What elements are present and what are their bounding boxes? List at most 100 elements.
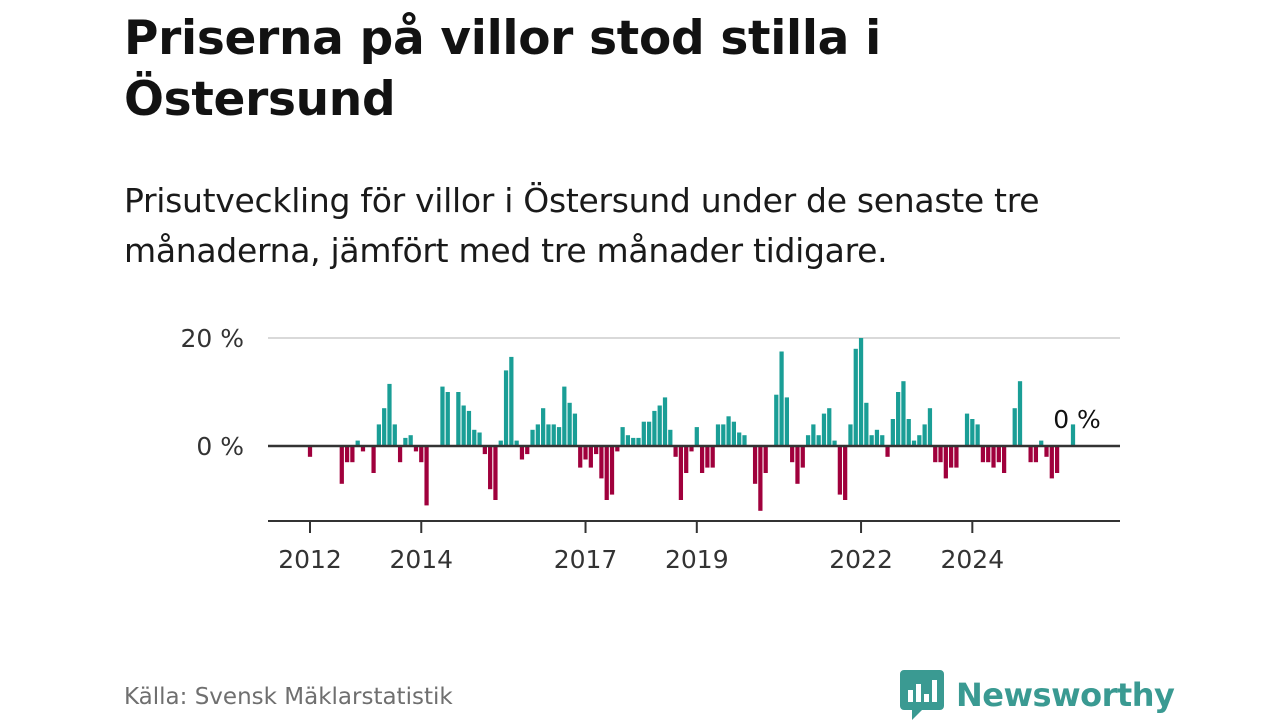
chart-subtitle: Prisutveckling för villor i Östersund un… xyxy=(124,181,1040,270)
bar xyxy=(440,386,445,446)
bar xyxy=(339,446,344,484)
bar xyxy=(503,370,509,446)
bar xyxy=(758,446,763,511)
bar xyxy=(1039,440,1044,446)
bar xyxy=(954,446,959,468)
bar xyxy=(710,446,715,468)
bar xyxy=(641,421,646,446)
bar xyxy=(790,446,795,463)
bar xyxy=(546,424,551,446)
x-tick-label: 2022 xyxy=(829,545,893,574)
bar xyxy=(811,424,816,446)
bar xyxy=(413,446,419,452)
bar xyxy=(1033,446,1039,463)
bar xyxy=(355,440,360,446)
bar xyxy=(901,381,906,446)
bar xyxy=(689,446,694,452)
bar xyxy=(980,446,986,463)
bar xyxy=(970,419,975,446)
bar xyxy=(594,446,599,455)
bar xyxy=(599,446,604,479)
bar xyxy=(816,435,821,446)
bar xyxy=(1002,446,1007,473)
bar xyxy=(731,421,737,446)
bar xyxy=(837,446,842,495)
bar xyxy=(657,405,662,446)
bar xyxy=(382,408,387,446)
bar xyxy=(668,429,673,446)
bar xyxy=(604,446,609,500)
bar xyxy=(397,446,403,463)
bar xyxy=(1012,408,1017,446)
bar xyxy=(784,397,789,446)
bar xyxy=(774,394,779,446)
bar xyxy=(541,408,546,446)
bar xyxy=(673,446,678,457)
bar xyxy=(376,424,381,446)
bar xyxy=(477,432,482,446)
bar xyxy=(403,437,408,446)
bar xyxy=(514,440,519,446)
bar xyxy=(880,435,885,446)
latest-value-label: 0 % xyxy=(1053,405,1101,434)
bar xyxy=(625,435,631,446)
bar xyxy=(498,440,503,446)
brand-logo: Newsworthy xyxy=(900,670,1175,720)
bar xyxy=(874,429,880,446)
bar xyxy=(927,408,933,446)
bar xyxy=(615,446,620,452)
bar xyxy=(933,446,938,463)
bar xyxy=(684,446,689,473)
bar xyxy=(482,446,487,455)
bar xyxy=(472,429,477,446)
bar xyxy=(917,435,922,446)
bar xyxy=(620,427,625,446)
bar xyxy=(996,446,1001,463)
bar xyxy=(964,413,970,446)
bar xyxy=(896,392,901,446)
x-tick-label: 2012 xyxy=(278,545,342,574)
bar xyxy=(424,446,429,506)
bar xyxy=(307,446,313,457)
bar xyxy=(1049,446,1054,479)
bar xyxy=(763,446,768,473)
bar xyxy=(843,446,848,500)
bar xyxy=(578,446,583,468)
bar xyxy=(466,410,472,446)
bar xyxy=(694,427,699,446)
bar xyxy=(678,446,684,500)
bar xyxy=(1054,446,1060,473)
bar xyxy=(721,424,726,446)
bar xyxy=(360,446,366,452)
x-axis-ticks: 2012 2014 2017 2019 2022 2024 xyxy=(278,521,1004,574)
bar xyxy=(853,348,858,446)
bar xyxy=(779,351,784,446)
bar xyxy=(445,392,450,446)
bar xyxy=(525,446,530,455)
bar xyxy=(742,435,747,446)
bar xyxy=(392,424,397,446)
bar xyxy=(858,338,864,446)
bar xyxy=(631,437,636,446)
bar xyxy=(737,432,742,446)
bar xyxy=(1070,424,1076,446)
x-tick-label: 2024 xyxy=(941,545,1005,574)
x-tick-label: 2017 xyxy=(554,545,618,574)
newsworthy-icon xyxy=(900,670,944,720)
y-tick-label: 20 % xyxy=(180,324,244,353)
bar xyxy=(408,435,413,446)
bar xyxy=(795,446,800,484)
bar xyxy=(922,424,927,446)
bar xyxy=(456,392,461,446)
bar xyxy=(419,446,424,463)
bar xyxy=(752,446,758,484)
bar xyxy=(556,427,562,446)
y-tick-label: 0 % xyxy=(196,432,244,461)
bar xyxy=(949,446,954,468)
brand-name: Newsworthy xyxy=(956,676,1175,714)
bar xyxy=(991,446,996,468)
bar xyxy=(986,446,991,463)
bar xyxy=(646,421,652,446)
bar xyxy=(821,413,827,446)
